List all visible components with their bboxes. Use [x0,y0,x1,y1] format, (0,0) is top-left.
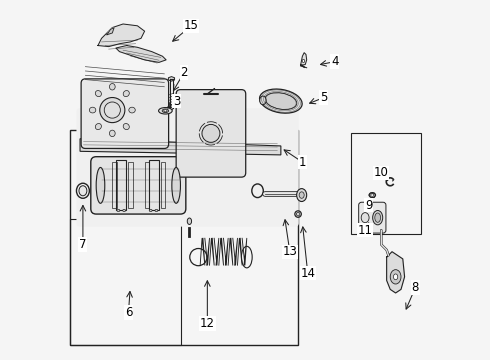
Ellipse shape [123,123,129,130]
Ellipse shape [149,210,152,212]
Ellipse shape [172,167,180,203]
Text: 2: 2 [180,66,188,79]
Ellipse shape [104,102,121,118]
Bar [128,162,133,208]
Ellipse shape [164,110,167,112]
Ellipse shape [373,211,383,225]
Ellipse shape [117,210,120,212]
Bar [161,162,165,208]
Polygon shape [80,139,281,155]
Text: 10: 10 [374,166,389,179]
Polygon shape [107,28,114,35]
Text: 6: 6 [124,306,132,319]
Text: 9: 9 [365,199,372,212]
Ellipse shape [265,93,297,109]
Bar [112,162,117,208]
Polygon shape [300,53,307,65]
Ellipse shape [155,210,158,212]
Ellipse shape [79,186,87,196]
Ellipse shape [109,84,115,90]
Ellipse shape [390,270,401,284]
Text: 14: 14 [300,267,315,280]
Bar [116,160,126,211]
Text: 13: 13 [282,245,297,258]
Text: 12: 12 [200,317,215,330]
Ellipse shape [162,109,169,113]
Ellipse shape [296,189,307,202]
Ellipse shape [299,192,304,198]
Ellipse shape [122,210,125,212]
Ellipse shape [393,274,398,280]
Ellipse shape [96,167,105,203]
Polygon shape [98,24,145,46]
FancyBboxPatch shape [76,108,299,226]
Text: 5: 5 [320,91,328,104]
Text: 1: 1 [298,156,306,168]
Ellipse shape [369,193,375,198]
Bar [70,220,181,345]
Ellipse shape [96,123,101,130]
Polygon shape [169,77,174,81]
Text: 7: 7 [79,238,87,251]
Ellipse shape [89,107,96,113]
Ellipse shape [371,194,374,196]
Text: 11: 11 [358,224,372,237]
Ellipse shape [296,212,300,216]
Polygon shape [387,252,405,293]
Ellipse shape [100,98,125,123]
Ellipse shape [159,108,172,114]
Text: 4: 4 [331,55,339,68]
FancyBboxPatch shape [91,157,186,214]
Polygon shape [116,45,166,62]
Bar [351,134,421,234]
Ellipse shape [129,107,135,113]
Ellipse shape [109,130,115,136]
Ellipse shape [375,213,381,222]
Text: 15: 15 [184,19,198,32]
Ellipse shape [123,90,129,96]
FancyBboxPatch shape [81,79,169,148]
FancyBboxPatch shape [359,202,386,233]
Text: 8: 8 [412,281,419,294]
Bar [145,162,149,208]
Ellipse shape [302,59,305,63]
Ellipse shape [260,96,266,105]
FancyBboxPatch shape [176,90,245,177]
Ellipse shape [96,90,101,96]
Ellipse shape [361,213,369,223]
Text: 3: 3 [173,95,180,108]
Ellipse shape [260,89,302,113]
Bar [70,130,298,345]
Ellipse shape [187,218,192,225]
Ellipse shape [202,125,220,142]
Bar [148,160,159,211]
